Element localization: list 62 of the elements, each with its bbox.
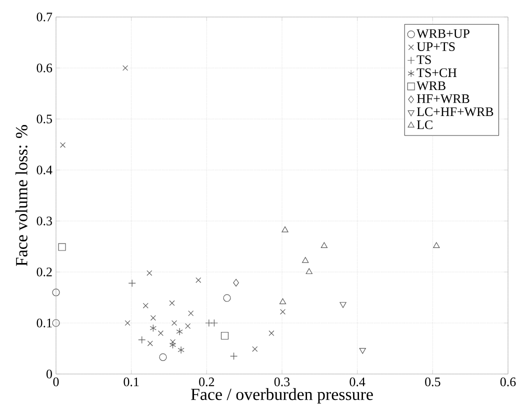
- y-tick-label: 0.6: [36, 64, 52, 72]
- point: [230, 352, 238, 360]
- y-tick-label: 0.2: [36, 268, 52, 276]
- point: [169, 300, 175, 306]
- x-tick-label: 0: [53, 378, 59, 386]
- x-tick-label: 0.4: [350, 378, 366, 386]
- y-tick-label: 0.5: [36, 114, 52, 124]
- x-axis-title: Face / overburden pressure: [191, 388, 373, 404]
- point: [172, 320, 178, 326]
- point: [220, 332, 229, 340]
- point: [359, 348, 366, 354]
- point: [170, 339, 176, 345]
- y-tick-label: 0: [46, 370, 52, 378]
- point: [196, 277, 202, 283]
- point: [223, 294, 231, 302]
- y-tick-label: 0.7: [36, 12, 52, 22]
- legend-label: TS+CH: [416, 68, 457, 78]
- legend-label: WRB: [416, 81, 446, 90]
- legend-label: LC+HF+WRB: [416, 107, 494, 116]
- point: [169, 341, 176, 349]
- point: [159, 353, 167, 361]
- y-tick-label: 0.3: [36, 216, 52, 226]
- point: [150, 324, 156, 332]
- x-tick-label: 0.1: [124, 378, 139, 386]
- point: [268, 330, 274, 336]
- point: [233, 278, 239, 286]
- point: [150, 315, 156, 321]
- x-tick-label: 0.5: [425, 378, 440, 386]
- point: [158, 330, 164, 336]
- point: [280, 309, 286, 315]
- legend-label: LC: [416, 120, 432, 130]
- point: [302, 256, 309, 263]
- point: [60, 142, 66, 148]
- point: [306, 268, 312, 274]
- point: [122, 65, 128, 71]
- point: [433, 242, 440, 248]
- point: [185, 323, 191, 329]
- point: [147, 340, 153, 346]
- point: [58, 243, 66, 251]
- point: [252, 346, 258, 352]
- y-tick-label: 0.1: [36, 318, 52, 328]
- point: [320, 242, 328, 248]
- legend-label: WRB+UP: [416, 29, 470, 38]
- x-tick-label: 0.2: [199, 378, 214, 386]
- point: [176, 328, 183, 336]
- point: [279, 298, 286, 304]
- point: [146, 270, 152, 276]
- legend-label: UP+TS: [416, 42, 455, 51]
- x-tick-label: 0.3: [274, 378, 290, 386]
- point: [142, 302, 148, 308]
- point: [188, 310, 194, 316]
- point: [124, 320, 130, 326]
- legend-label: TS: [416, 55, 431, 64]
- x-tick-label: 0.6: [500, 378, 516, 386]
- point: [178, 346, 184, 354]
- point: [340, 302, 346, 308]
- y-tick-label: 0.4: [36, 166, 52, 174]
- legend-label: HF+WRB: [416, 94, 470, 104]
- point: [282, 226, 288, 232]
- point: [52, 288, 60, 296]
- y-axis-title: Face volume loss: %: [15, 125, 28, 266]
- point: [52, 319, 60, 327]
